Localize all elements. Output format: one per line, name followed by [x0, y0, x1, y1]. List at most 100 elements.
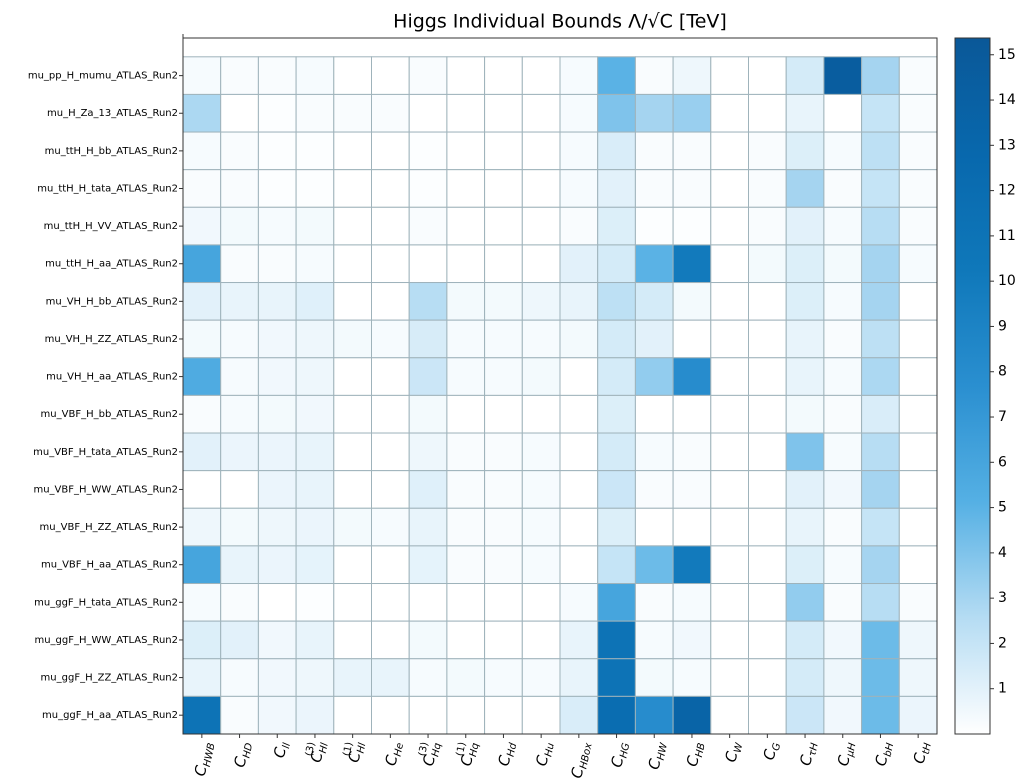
heatmap-cell: [748, 583, 787, 622]
label-symbol: C: [721, 749, 741, 764]
label-sub: ll: [281, 742, 293, 750]
heatmap-cell: [484, 169, 523, 208]
heatmap-cell: [898, 545, 938, 585]
heatmap-cell: [220, 583, 259, 622]
heatmap-cell: [484, 583, 523, 622]
heatmap-cell: [295, 131, 335, 171]
heatmap-cell: [257, 319, 297, 359]
x-tick-label: CHd: [494, 739, 519, 768]
heatmap-cell: [371, 169, 410, 208]
heatmap-cell: [371, 394, 410, 434]
heatmap-cell: [257, 93, 297, 133]
heatmap-cell: [371, 319, 410, 359]
heatmap-cell: [295, 93, 335, 133]
heatmap-cell: [446, 131, 486, 171]
heatmap-cell: [446, 244, 486, 284]
heatmap-cell: [748, 545, 787, 585]
label-sub: He: [393, 742, 407, 758]
heatmap-cell: [634, 620, 674, 660]
heatmap-cell: [333, 658, 372, 697]
heatmap-cell: [295, 244, 335, 284]
heatmap-cell: [672, 620, 712, 660]
heatmap-cell: [182, 620, 222, 660]
heatmap-cell: [898, 394, 938, 434]
heatmap-cell: [559, 93, 599, 133]
heatmap-cell: [257, 169, 297, 208]
heatmap-cell: [182, 470, 222, 509]
label-symbol: C: [682, 754, 702, 769]
heatmap-cell: [559, 394, 599, 434]
heatmap-cell: [371, 282, 410, 321]
heatmap-cell: [823, 545, 863, 585]
heatmap-cell: [333, 432, 372, 472]
heatmap-cell: [182, 357, 222, 396]
heatmap-cell: [861, 394, 900, 434]
heatmap-cell: [597, 658, 636, 697]
heatmap-cell: [861, 206, 900, 246]
heatmap-cell: [371, 244, 410, 284]
x-tick-label: CHBox: [567, 740, 595, 780]
x-tick-label: CHWB: [190, 740, 217, 778]
heatmap-cell: [785, 695, 825, 735]
colorbar-tick-label: 13: [998, 137, 1016, 153]
heatmap-cell: [597, 583, 636, 622]
heatmap-cell: [861, 244, 900, 284]
heatmap-cell: [484, 319, 523, 359]
heatmap-cell: [672, 545, 712, 585]
label-symbol: C: [306, 750, 326, 765]
heatmap-cell: [785, 432, 825, 472]
heatmap-cell: [295, 357, 335, 396]
heatmap-cell: [748, 282, 787, 321]
heatmap-cell: [446, 695, 486, 735]
heatmap-cell: [257, 470, 297, 509]
heatmap-cell: [559, 432, 599, 472]
y-tick-label: mu_VBF_H_ZZ_ATLAS_Run2: [40, 522, 178, 533]
heatmap-cell: [748, 470, 787, 509]
heatmap-cell: [823, 620, 863, 660]
colorbar-tick-label: 12: [998, 183, 1016, 199]
y-tick-label: mu_VBF_H_tata_ATLAS_Run2: [33, 447, 178, 458]
heatmap-cell: [182, 319, 222, 359]
label-sub: Hl: [356, 742, 369, 755]
heatmap-cell: [257, 695, 297, 735]
heatmap-cell: [559, 244, 599, 284]
heatmap-cell: [295, 206, 335, 246]
x-tick-label: CHl(1): [341, 739, 369, 765]
heatmap-cell: [785, 507, 825, 547]
heatmap-cell: [559, 695, 599, 735]
heatmap-cell: [220, 695, 259, 735]
heatmap-cell: [484, 432, 523, 472]
heatmap-cell: [785, 394, 825, 434]
heatmap-cell: [785, 56, 825, 95]
label-symbol: C: [833, 753, 853, 768]
heatmap-cell: [785, 658, 825, 697]
label-symbol: C: [230, 754, 250, 769]
label-symbol: C: [190, 763, 210, 778]
heatmap-cell: [748, 507, 787, 547]
heatmap-cell: [484, 244, 523, 284]
heatmap-cell: [785, 357, 825, 396]
y-tick-label: mu_ttH_H_bb_ATLAS_Run2: [45, 146, 178, 157]
label-symbol: C: [909, 751, 929, 766]
heatmap-cell: [371, 131, 410, 171]
heatmap-cell: [597, 56, 636, 95]
heatmap-cell: [257, 658, 297, 697]
heatmap-cell: [446, 545, 486, 585]
heatmap-cell: [182, 583, 222, 622]
heatmap-cell: [785, 282, 825, 321]
heatmap-cell: [823, 282, 863, 321]
heatmap-cell: [898, 470, 938, 509]
label-sub: Hq: [430, 742, 444, 758]
x-tick-label: CtH: [909, 740, 934, 766]
heatmap-cell: [408, 620, 448, 660]
heatmap-cell: [559, 206, 599, 246]
label-symbol: C: [759, 747, 779, 762]
heatmap-cell: [823, 394, 863, 434]
heatmap-cell: [785, 470, 825, 509]
x-tick-label: CHq(3): [415, 739, 444, 768]
heatmap-cell: [710, 131, 749, 171]
x-tick-label: CW: [721, 739, 746, 764]
y-tick-label: mu_ggF_H_tata_ATLAS_Run2: [34, 597, 178, 608]
heatmap-cell: [861, 620, 900, 660]
heatmap-cell: [408, 169, 448, 208]
